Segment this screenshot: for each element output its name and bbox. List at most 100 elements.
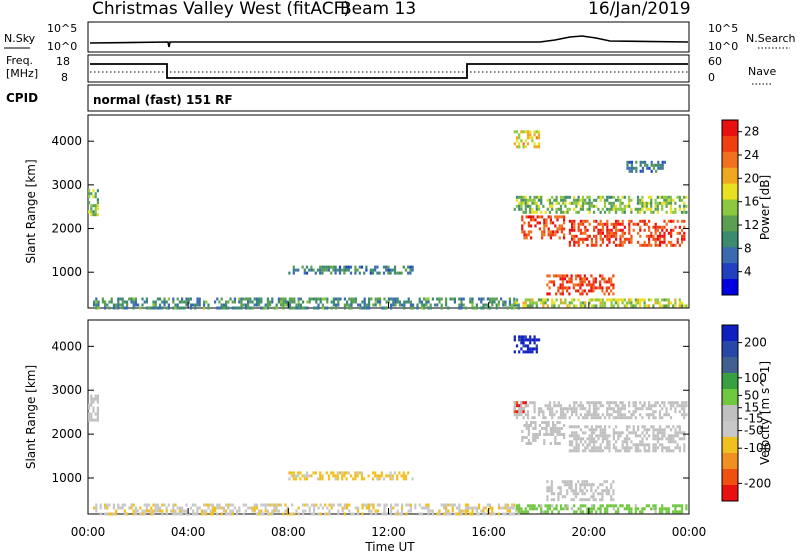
velocity-cell [540, 407, 543, 411]
power-cell [385, 300, 388, 304]
velocity-cell [328, 512, 331, 516]
velocity-cell [617, 407, 620, 411]
velocity-cell [610, 498, 613, 502]
velocity-cell [288, 471, 291, 475]
power-cell [641, 198, 644, 202]
velocity-cell [542, 410, 545, 414]
power-cell [636, 198, 640, 202]
velocity-cell [634, 504, 637, 508]
velocity-cell [551, 504, 554, 508]
power-cell [543, 233, 546, 237]
power-cell [369, 271, 372, 275]
velocity-cell [141, 509, 144, 513]
power-cell [599, 222, 602, 226]
velocity-cell [641, 437, 644, 441]
power-cell [650, 231, 653, 235]
power-cell [132, 303, 135, 307]
power-cell [181, 297, 184, 301]
velocity-cell [545, 427, 548, 430]
velocity-cell [571, 449, 574, 453]
power-cell [469, 300, 472, 304]
power-cell [606, 243, 609, 247]
power-cell [599, 283, 602, 287]
velocity-cell [282, 512, 285, 516]
power-cell [354, 268, 357, 272]
velocity-cell [575, 431, 578, 435]
velocity-cell [685, 504, 688, 508]
velocity-cell [650, 425, 653, 429]
velocity-cell [612, 431, 615, 435]
power-cell [167, 297, 170, 301]
power-cell [676, 231, 679, 235]
power-cell [606, 222, 609, 226]
velocity-cell [628, 449, 631, 453]
velocity-cell [612, 416, 615, 420]
power-cell [343, 297, 346, 301]
power-cell [554, 230, 557, 234]
velocity-cell [652, 425, 655, 429]
power-cell [319, 268, 322, 272]
velocity-cell [187, 512, 190, 516]
power-cell [520, 130, 523, 134]
power-cell [445, 303, 448, 307]
power-cell [398, 271, 401, 275]
velocity-cell [379, 503, 382, 507]
velocity-cell [619, 431, 622, 435]
power-cell [574, 277, 578, 281]
velocity-cell [614, 504, 618, 508]
power-cell [661, 228, 664, 232]
cpid-panel-frame [87, 84, 690, 112]
velocity-cell [570, 407, 574, 411]
power-cell [678, 207, 681, 211]
power-cell [645, 234, 648, 238]
velocity-cell [619, 449, 622, 453]
velocity-cell [337, 503, 340, 507]
power-cell [595, 240, 598, 244]
power-cell [376, 297, 379, 301]
power-colorbar-segment [722, 215, 738, 232]
velocity-cell [639, 510, 642, 514]
power-cell [431, 297, 434, 301]
power-cell [104, 303, 107, 307]
power-cell [614, 198, 618, 202]
velocity-region-9 [515, 504, 688, 514]
power-cell [280, 300, 283, 304]
power-cell [621, 240, 624, 244]
velocity-cell [617, 413, 620, 417]
power-cell [249, 300, 252, 304]
velocity-cell [390, 503, 393, 507]
power-cell [639, 225, 642, 229]
velocity-cell [604, 437, 607, 441]
velocity-cell [314, 471, 317, 475]
velocity-cell [663, 446, 666, 450]
velocity-cell [581, 404, 585, 408]
velocity-cell [438, 512, 441, 516]
velocity-cell [550, 483, 553, 487]
velocity-cell [564, 504, 567, 508]
velocity-cell [643, 401, 646, 405]
power-cell [572, 283, 575, 287]
velocity-cell [678, 504, 681, 508]
velocity-cell [315, 503, 318, 507]
velocity-region-7 [568, 425, 686, 453]
velocity-cell [639, 449, 642, 453]
velocity-cell [308, 474, 311, 478]
velocity-ylabel: Slant Range [km] [24, 365, 38, 469]
velocity-cell [676, 434, 679, 438]
power-cell [582, 222, 585, 226]
velocity-cell [533, 401, 536, 405]
velocity-cell [551, 410, 554, 414]
velocity-cell [652, 428, 655, 432]
velocity-cell [92, 406, 95, 410]
velocity-cell [218, 503, 221, 507]
power-cell [581, 289, 584, 293]
velocity-cell [656, 446, 659, 450]
velocity-cell [570, 483, 573, 487]
power-cell [117, 300, 120, 304]
power-cell [551, 304, 554, 308]
power-cell [524, 201, 527, 205]
velocity-cell [604, 431, 607, 435]
velocity-cell [244, 509, 247, 513]
power-cell [253, 297, 256, 301]
velocity-cell [92, 418, 95, 422]
